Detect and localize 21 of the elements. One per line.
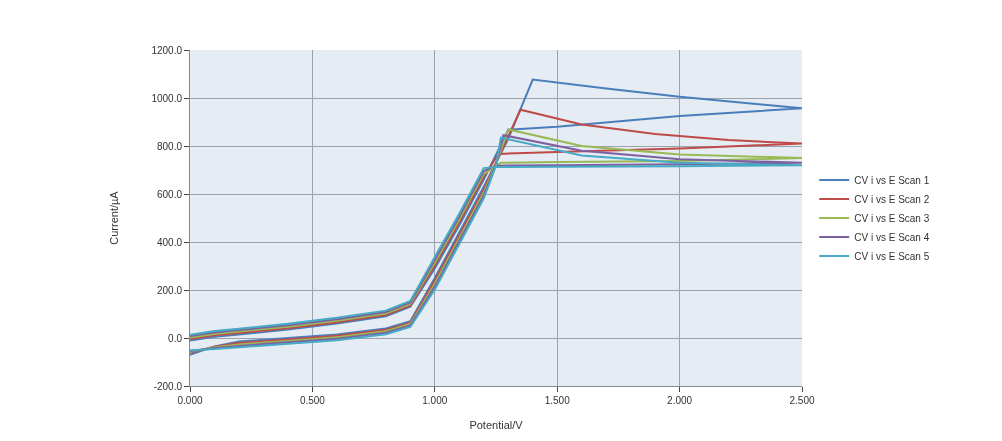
- y-tick-label: 600.0: [156, 188, 183, 200]
- y-tick-label: 0.0: [168, 332, 183, 344]
- x-tick-label: 1.000: [422, 395, 448, 406]
- x-tick-label: 2.000: [667, 395, 693, 406]
- legend-label: CV i vs E Scan 4: [854, 231, 930, 243]
- x-tick-label: 2.500: [789, 395, 815, 406]
- y-tick-label: 1000.0: [151, 92, 183, 104]
- legend-label: CV i vs E Scan 1: [854, 174, 930, 186]
- x-tick-label: 0.500: [299, 395, 326, 406]
- legend-label: CV i vs E Scan 5: [854, 250, 930, 262]
- y-tick-label: 1200.0: [151, 44, 183, 56]
- x-axis-title: Potential/V: [469, 419, 524, 431]
- y-tick-label: 400.0: [156, 236, 183, 248]
- y-tick-label: -200.0: [153, 380, 183, 392]
- legend-label: CV i vs E Scan 2: [854, 193, 930, 205]
- legend-label: CV i vs E Scan 3: [854, 212, 930, 224]
- y-tick-label: 200.0: [156, 284, 183, 296]
- y-tick-label: 800.0: [156, 140, 183, 152]
- x-tick-label: 0.000: [177, 395, 203, 406]
- x-tick-label: 1.500: [544, 395, 571, 406]
- y-axis-title: Current/µA: [108, 190, 121, 245]
